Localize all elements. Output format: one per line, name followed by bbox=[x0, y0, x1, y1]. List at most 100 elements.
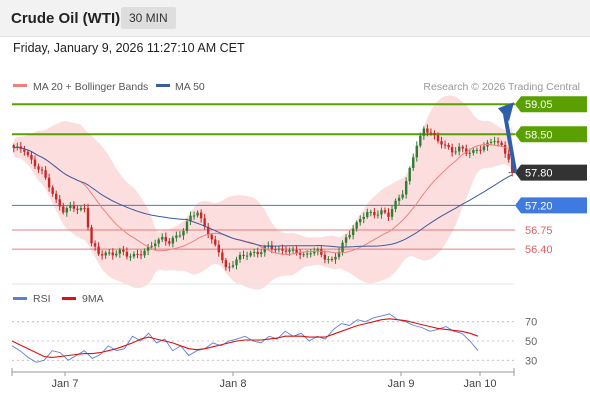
candle-body bbox=[302, 254, 305, 256]
candle-body bbox=[79, 207, 83, 210]
level-label-resistance: 59.05 bbox=[525, 99, 553, 111]
candle-body bbox=[111, 252, 114, 256]
rsi-tick-label: 30 bbox=[525, 355, 537, 367]
candle-body bbox=[355, 222, 358, 229]
candle-body bbox=[390, 209, 394, 217]
candle-body bbox=[334, 256, 337, 260]
candle-body bbox=[217, 244, 221, 253]
bollinger-bands bbox=[13, 95, 513, 290]
legend-ma-bb-swatch bbox=[13, 84, 27, 87]
level-tag-current bbox=[515, 164, 587, 181]
candle-body bbox=[153, 243, 157, 247]
rsi-tick-label: 50 bbox=[525, 336, 537, 348]
candle-body bbox=[125, 251, 129, 257]
candle-body bbox=[327, 259, 330, 261]
candle-body bbox=[30, 154, 33, 160]
candle-body bbox=[189, 215, 192, 222]
candle-body bbox=[419, 135, 422, 146]
candle-body bbox=[440, 141, 443, 145]
candle-body bbox=[12, 145, 15, 148]
rsi-ma9-line bbox=[11, 318, 479, 358]
candle-body bbox=[86, 208, 90, 228]
candle-body bbox=[228, 266, 231, 268]
level-tag-resistance bbox=[515, 96, 587, 113]
candle-body bbox=[210, 234, 213, 240]
projection-arrow bbox=[503, 113, 518, 173]
legend-ma9-swatch bbox=[62, 297, 76, 300]
candle-body bbox=[139, 254, 143, 256]
candle-body bbox=[274, 249, 277, 251]
legend-ma9: 9MA bbox=[82, 293, 104, 305]
candle-body bbox=[196, 212, 199, 216]
candle-body bbox=[97, 246, 100, 255]
candle-body bbox=[489, 141, 493, 143]
candle-body bbox=[436, 135, 440, 142]
candle-body bbox=[199, 212, 203, 219]
x-tick-label: Jan 8 bbox=[220, 378, 247, 390]
candle-body bbox=[62, 206, 65, 213]
candle-body bbox=[415, 145, 418, 158]
level-label-current: 57.80 bbox=[525, 168, 553, 180]
candle-body bbox=[178, 235, 182, 237]
candle-body bbox=[33, 159, 37, 167]
candle-body bbox=[252, 252, 256, 254]
candle-body bbox=[373, 211, 376, 216]
rsi-tick-label: 70 bbox=[525, 317, 537, 329]
candle-body bbox=[362, 216, 365, 219]
candle-body bbox=[359, 218, 362, 223]
candle-body bbox=[203, 218, 206, 227]
candle-body bbox=[249, 252, 252, 256]
candle-body bbox=[221, 252, 224, 261]
candle-body bbox=[242, 254, 245, 256]
level-label-pivot: 57.20 bbox=[525, 200, 553, 212]
candle-body bbox=[493, 141, 496, 143]
candle-body bbox=[465, 148, 468, 154]
candle-body bbox=[260, 252, 263, 255]
candle-body bbox=[447, 144, 450, 148]
candle-body bbox=[387, 212, 390, 217]
x-tick-label: Jan 9 bbox=[388, 378, 415, 390]
timeframe-badge[interactable]: 30 MIN bbox=[121, 7, 176, 29]
candle-body bbox=[503, 144, 507, 154]
candle-body bbox=[157, 239, 160, 244]
candle-body bbox=[150, 246, 153, 248]
candle-body bbox=[496, 141, 500, 143]
candle-body bbox=[482, 146, 486, 151]
candle-body bbox=[458, 146, 461, 152]
candle-body bbox=[380, 210, 383, 215]
x-axis: Jan 7 Jan 8 Jan 9 Jan 10 bbox=[11, 368, 515, 390]
candle-body bbox=[348, 235, 351, 238]
candle-body bbox=[429, 132, 433, 134]
candle-body bbox=[37, 166, 40, 170]
candle-body bbox=[330, 259, 334, 261]
candle-body bbox=[479, 149, 482, 151]
candle-body bbox=[277, 248, 281, 250]
candle-body bbox=[192, 215, 196, 217]
candle-body bbox=[51, 187, 54, 194]
level-label-support: 56.75 bbox=[525, 225, 553, 237]
ma50-line bbox=[13, 146, 513, 248]
candle-body bbox=[224, 260, 228, 268]
legend-ma50: MA 50 bbox=[175, 81, 205, 93]
candle-body bbox=[351, 228, 355, 236]
candle-body bbox=[54, 193, 58, 200]
candle-body bbox=[108, 252, 111, 254]
candle-body bbox=[40, 169, 44, 171]
candle-body bbox=[136, 253, 139, 255]
candle-body bbox=[408, 168, 411, 182]
legend-ma50-swatch bbox=[156, 84, 170, 87]
candle-body bbox=[235, 259, 238, 266]
candle-body bbox=[468, 152, 472, 154]
candle-body bbox=[69, 205, 72, 209]
candle-body bbox=[164, 236, 167, 242]
candle-body bbox=[65, 208, 68, 213]
candle-body bbox=[263, 246, 266, 253]
candle-body bbox=[118, 249, 122, 254]
candle-body bbox=[284, 250, 288, 252]
candle-body bbox=[115, 253, 118, 256]
candle-body bbox=[433, 132, 436, 136]
chart-header: Crude Oil (WTI) 30 MIN bbox=[0, 0, 590, 37]
candle-body bbox=[443, 144, 447, 146]
candle-body bbox=[394, 200, 397, 210]
